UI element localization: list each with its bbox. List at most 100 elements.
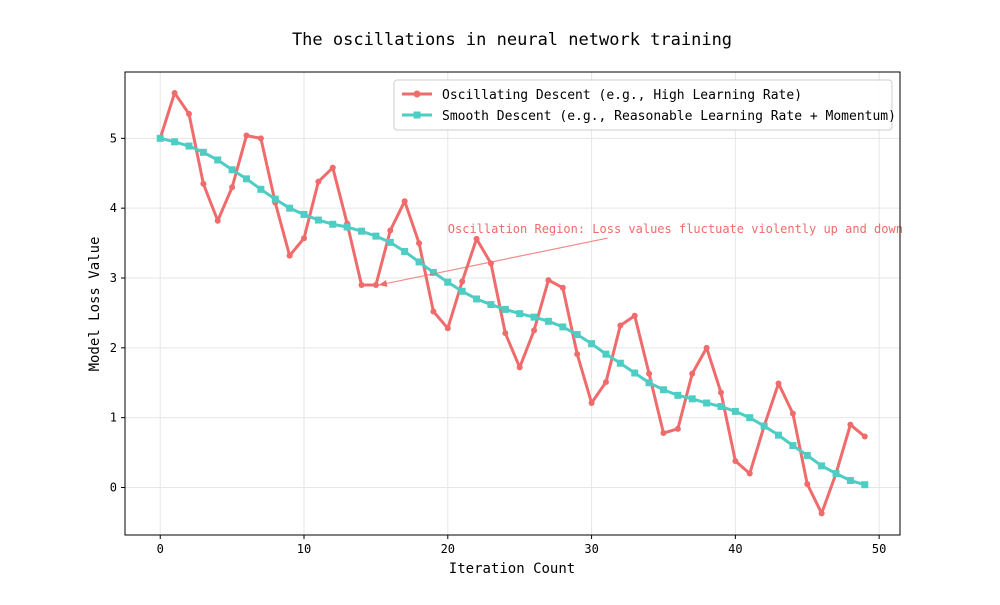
data-point [674,425,681,432]
data-point [775,431,783,439]
data-point [530,313,538,321]
y-tick-label: 3 [110,271,117,285]
data-point [300,210,308,218]
series-line [159,136,866,487]
y-tick-label: 2 [110,341,117,355]
legend-item-oscillating: Oscillating Descent (e.g., High Learning… [402,88,802,103]
data-point [731,407,739,415]
data-point [329,164,336,171]
data-point [717,389,724,396]
data-point [185,142,193,150]
data-point [502,330,509,337]
data-point [775,380,782,387]
legend-item-smooth: Smooth Descent (e.g., Reasonable Learnin… [402,109,896,124]
series-smooth [156,134,869,489]
data-point [588,340,596,348]
data-point [257,185,265,193]
data-point [717,403,725,411]
data-point [401,198,408,205]
data-point [487,301,495,309]
data-point [545,277,552,284]
data-point [301,235,308,242]
data-point [703,344,710,351]
data-point [760,422,768,430]
data-point [429,268,437,276]
data-point [689,370,696,377]
data-point [846,477,854,485]
y-tick-label: 1 [110,411,117,425]
data-point [242,175,250,183]
data-point [372,232,380,240]
annotation-arrow [378,237,608,286]
series-layer [156,89,869,517]
data-point [617,322,624,329]
data-point [171,138,179,146]
data-point [818,510,825,517]
data-point [646,370,653,377]
legend: Oscillating Descent (e.g., High Learning… [393,79,896,131]
x-tick-label: 0 [157,542,164,556]
data-point [531,327,538,334]
data-point [444,325,451,332]
legend-marker-oscillating [413,90,421,98]
data-point [257,135,264,142]
data-point [659,386,667,394]
x-tick-label: 30 [584,542,598,556]
data-point [200,180,207,187]
legend-label-oscillating: Oscillating Descent (e.g., High Learning… [442,88,802,103]
data-point [746,414,754,422]
data-point [473,295,481,303]
data-point [674,391,682,399]
grid-lines [125,72,900,535]
data-point [214,217,221,224]
data-point [559,323,567,331]
data-point [343,223,351,231]
data-point [459,278,466,285]
data-point [631,369,639,377]
data-point [703,399,711,407]
annotation: Oscillation Region: Loss values fluctuat… [378,222,903,287]
data-point [803,451,811,459]
data-point [746,470,753,477]
data-point [185,110,192,117]
annotation-arrowhead [378,279,388,287]
data-point [847,421,854,428]
data-point [416,240,423,247]
data-point [229,184,236,191]
x-axis-title: Iteration Count [449,561,575,577]
x-tick-label: 10 [297,542,311,556]
data-point [430,308,437,315]
y-axis-title: Model Loss Value [87,237,103,372]
data-point [315,178,322,185]
legend-label-smooth: Smooth Descent (e.g., Reasonable Learnin… [442,109,896,124]
data-point [329,220,337,228]
data-point [631,312,638,319]
data-point [789,410,796,417]
data-point [171,89,178,96]
x-tick-label: 20 [441,542,455,556]
data-point [602,350,610,358]
data-point [228,166,236,174]
legend-box [393,79,893,131]
data-point [516,364,523,371]
chart-title: The oscillations in neural network train… [292,30,732,50]
data-point [386,238,394,246]
y-tick-label: 4 [110,201,117,215]
data-point [473,235,480,242]
data-point [588,400,595,407]
data-point [372,281,379,288]
data-point [271,195,279,203]
data-point [559,284,566,291]
data-point [789,442,797,450]
data-point [214,156,222,164]
data-point [602,379,609,386]
data-point [861,433,868,440]
annotation-text: Oscillation Region: Loss values fluctuat… [448,222,903,236]
data-point [573,331,581,339]
data-point [501,305,509,313]
plot-frame [124,71,901,536]
data-point [401,247,409,255]
data-point [832,470,840,478]
x-tick-label: 40 [728,542,742,556]
